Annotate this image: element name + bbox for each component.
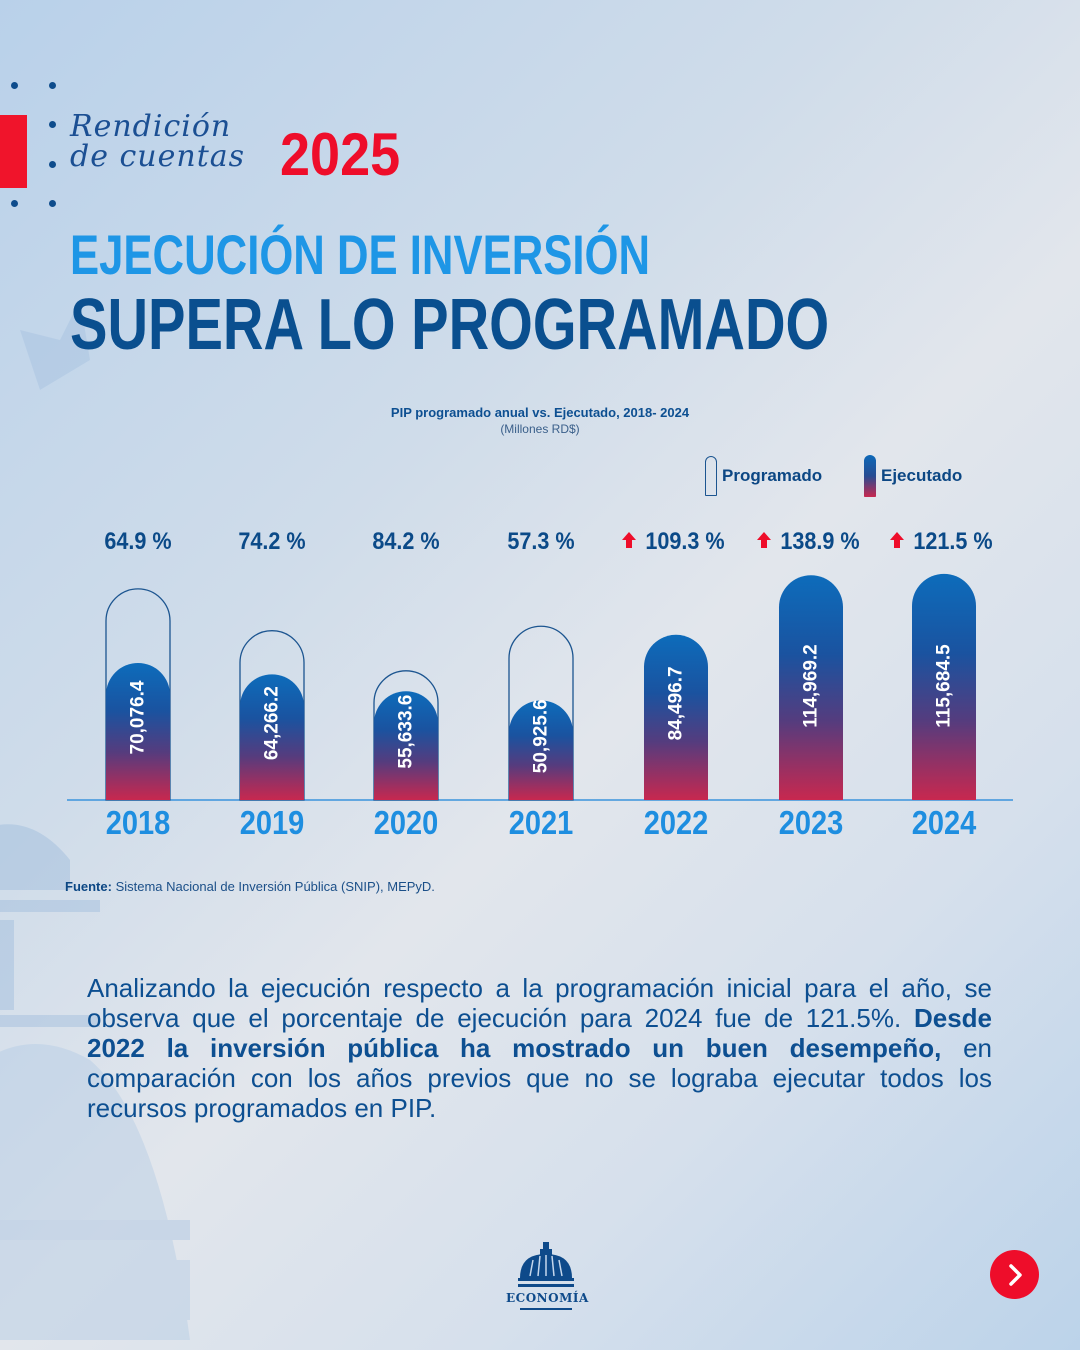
decorative-dot — [11, 82, 18, 89]
decorative-dot — [49, 121, 56, 128]
x-tick-label-2023: 2023 — [779, 804, 844, 841]
execution-pct-label-2020: 84.2 % — [372, 527, 439, 554]
x-tick-label-2019: 2019 — [240, 804, 305, 841]
execution-pct-label-2021: 57.3 % — [507, 527, 574, 554]
next-slide-button[interactable] — [990, 1250, 1039, 1299]
headline-line1: EJECUCIÓN DE INVERSIÓN — [70, 223, 651, 286]
up-arrow-icon — [757, 532, 771, 548]
ejecutado-value-label-2018: 70,076.4 — [128, 680, 149, 754]
economia-logo: ECONOMÍA — [506, 1240, 589, 1312]
programado-bar-2021 — [508, 625, 574, 801]
ejecutado-bar-2024 — [912, 573, 976, 800]
decorative-dot — [49, 161, 56, 168]
x-tick-label-2021: 2021 — [509, 804, 574, 841]
decorative-shape — [20, 300, 90, 390]
x-tick-label-2022: 2022 — [644, 804, 709, 841]
body-paragraph: Analizando la ejecución respecto a la pr… — [87, 973, 992, 1123]
logo-text: ECONOMÍA — [506, 1291, 589, 1305]
chevron-right-icon — [1008, 1263, 1022, 1286]
legend-label-programado: Programado — [722, 466, 823, 485]
execution-pct-label-2019: 74.2 % — [238, 527, 305, 554]
bar-chart: 70,076.4 2018 64.9 % 64,266.2 2019 74.2 % 55,6… — [67, 527, 1013, 841]
ejecutado-value-label-2021: 50,925.6 — [531, 699, 552, 773]
execution-pct-label-2023: 138.9 % — [780, 527, 859, 554]
ejecutado-bar-2023 — [779, 575, 843, 800]
chart-title: PIP programado anual vs. Ejecutado, 2018… — [390, 405, 690, 420]
ejecutado-bar-2021 — [509, 700, 573, 800]
ejecutado-bar-2018 — [106, 663, 170, 800]
report-year: 2025 — [280, 121, 401, 188]
legend-swatch-programado — [705, 456, 717, 496]
ejecutado-value-label-2019: 64,266.2 — [262, 686, 283, 760]
legend-swatch-ejecutado — [864, 455, 876, 497]
x-tick-label-2024: 2024 — [912, 804, 977, 841]
ejecutado-value-label-2022: 84,496.7 — [666, 666, 687, 740]
ejecutado-value-label-2020: 55,633.6 — [396, 695, 417, 769]
body-text-highlight: Desde 2022 la inversión pública ha mostr… — [87, 1003, 992, 1063]
script-title-line1: Rendición — [70, 109, 232, 144]
programado-bar-2018 — [105, 588, 171, 801]
script-title-line2: de cuentas — [70, 139, 246, 174]
ejecutado-bar-2022 — [644, 634, 708, 800]
ejecutado-value-label-2023: 114,969.2 — [801, 644, 822, 727]
up-arrow-icon — [890, 532, 904, 548]
decorative-dot — [49, 200, 56, 207]
building-watermark-icon — [0, 824, 190, 1340]
logo-underline — [520, 1308, 572, 1310]
legend-label-ejecutado: Ejecutado — [881, 466, 963, 485]
programado-bar-2020 — [373, 670, 439, 801]
source-text: Sistema Nacional de Inversión Pública (S… — [115, 879, 435, 894]
body-text-part1: Analizando la ejecución respecto a la pr… — [87, 973, 992, 1033]
x-tick-label-2018: 2018 — [106, 804, 171, 841]
accent-bar — [0, 115, 27, 188]
ejecutado-bar-2020 — [374, 691, 438, 800]
rendicion-de-cuentas-title: Rendición de cuentas — [70, 112, 245, 172]
body-text-part2: en comparación con los años previos que … — [87, 1033, 992, 1123]
chart-subtitle: (Millones RD$) — [500, 422, 580, 436]
headline-line2: SUPERA LO PROGRAMADO — [70, 285, 830, 365]
legend-programado: Programado — [705, 455, 822, 497]
decorative-dot — [11, 200, 18, 207]
execution-pct-label-2024: 121.5 % — [913, 527, 992, 554]
execution-pct-label-2022: 109.3 % — [645, 527, 724, 554]
up-arrow-icon — [622, 532, 636, 548]
decorative-dot — [49, 82, 56, 89]
x-tick-label-2020: 2020 — [374, 804, 439, 841]
dome-icon — [518, 1242, 574, 1287]
ejecutado-value-label-2024: 115,684.5 — [934, 644, 955, 728]
execution-pct-label-2018: 64.9 % — [104, 527, 171, 554]
programado-bar-2019 — [239, 630, 305, 801]
chart-source: Fuente: Sistema Nacional de Inversión Pú… — [65, 879, 435, 894]
legend-ejecutado: Ejecutado — [864, 455, 962, 497]
ejecutado-bar-2019 — [240, 674, 304, 800]
source-label: Fuente: — [65, 879, 112, 894]
